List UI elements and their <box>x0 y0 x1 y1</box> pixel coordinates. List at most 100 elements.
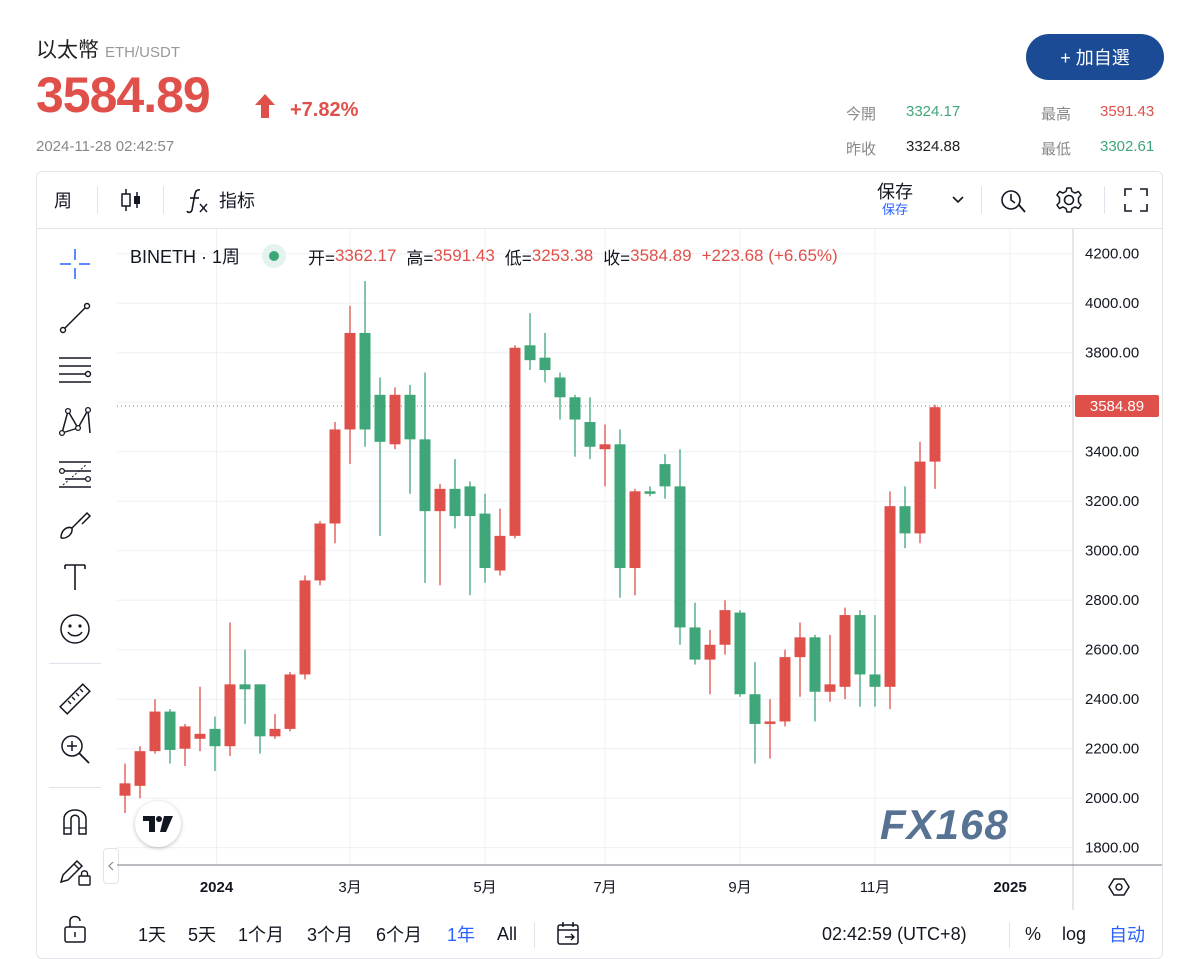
candle[interactable] <box>539 332 551 383</box>
candle[interactable] <box>299 575 311 680</box>
range-button-4[interactable]: 6个月 <box>376 925 423 945</box>
range-button-1[interactable]: 5天 <box>188 925 217 945</box>
zoom-in-tool[interactable] <box>55 729 95 769</box>
candle[interactable] <box>269 714 281 739</box>
candle[interactable] <box>449 459 461 529</box>
tradingview-logo[interactable] <box>135 801 181 847</box>
candle[interactable] <box>464 481 476 596</box>
percent-scale-toggle[interactable]: % <box>1025 923 1042 944</box>
candle[interactable] <box>494 508 506 576</box>
candle[interactable] <box>164 709 176 764</box>
candle[interactable] <box>254 684 266 754</box>
candle[interactable] <box>344 305 356 465</box>
candle[interactable] <box>179 723 191 767</box>
candle[interactable] <box>839 607 851 700</box>
candle[interactable] <box>734 610 746 697</box>
candle[interactable] <box>149 699 161 754</box>
zoom-in-icon <box>61 735 90 764</box>
interval-selector[interactable]: 周 <box>54 191 72 211</box>
range-button-5[interactable]: 1年 <box>447 925 476 945</box>
candle[interactable] <box>209 716 221 771</box>
date-range-button[interactable] <box>555 910 583 958</box>
candle[interactable] <box>359 280 371 447</box>
range-button-3[interactable]: 3个月 <box>307 925 354 945</box>
fullscreen-button[interactable] <box>1123 172 1149 228</box>
text-tool[interactable] <box>55 557 95 597</box>
candle[interactable] <box>629 488 641 596</box>
candle-body <box>449 488 461 517</box>
candlestick-chart[interactable]: 4200.004000.003800.003600.003400.003200.… <box>117 229 1162 910</box>
auto-scale-toggle[interactable]: 自动 <box>1109 925 1145 945</box>
candle[interactable] <box>329 422 341 544</box>
save-button[interactable]: 保存 保存 <box>877 172 913 228</box>
candle[interactable] <box>914 441 926 544</box>
candle[interactable] <box>224 622 236 757</box>
sidebar-collapse-handle[interactable] <box>103 848 119 884</box>
candle[interactable] <box>419 372 431 583</box>
candle[interactable] <box>404 384 416 494</box>
candle[interactable] <box>749 662 761 764</box>
candle[interactable] <box>899 486 911 549</box>
candle[interactable] <box>674 449 686 645</box>
market-status-dot[interactable] <box>262 244 287 268</box>
candle[interactable] <box>119 763 131 814</box>
measure-tool[interactable] <box>55 679 95 719</box>
alert-button[interactable] <box>999 172 1027 228</box>
candle[interactable] <box>569 394 581 457</box>
candle[interactable] <box>794 622 806 697</box>
log-scale-toggle[interactable]: log <box>1062 923 1087 944</box>
candle[interactable] <box>584 397 596 460</box>
candle[interactable] <box>374 377 386 536</box>
settings-button[interactable] <box>1054 172 1084 228</box>
candle[interactable] <box>509 345 521 539</box>
candlestick-icon <box>121 189 140 211</box>
candle[interactable] <box>614 429 626 598</box>
candle[interactable] <box>719 600 731 655</box>
lock-drawing-tool[interactable] <box>55 851 95 891</box>
candle[interactable] <box>284 671 296 732</box>
candle[interactable] <box>824 634 836 702</box>
pattern-tool[interactable] <box>55 401 95 441</box>
candle[interactable] <box>809 634 821 722</box>
candle[interactable] <box>659 454 671 499</box>
emoji-tool[interactable] <box>55 609 95 649</box>
crosshair-tool[interactable] <box>55 244 95 284</box>
candle[interactable] <box>524 313 536 371</box>
trend-line-tool[interactable] <box>55 298 95 338</box>
candle[interactable] <box>689 602 701 665</box>
candle[interactable] <box>869 615 881 707</box>
candle-body <box>149 711 161 752</box>
save-dropdown[interactable] <box>951 172 965 228</box>
candle[interactable] <box>599 424 611 487</box>
candle[interactable] <box>194 686 206 752</box>
add-to-watchlist-button[interactable]: + 加自選 <box>1026 34 1164 80</box>
brush-tool[interactable] <box>55 505 95 545</box>
candle[interactable] <box>479 493 491 583</box>
axis-settings-icon[interactable] <box>1108 878 1130 896</box>
price-timestamp: 2024-11-28 02:42:57 <box>36 138 175 155</box>
range-button-2[interactable]: 1个月 <box>238 925 285 945</box>
candle[interactable] <box>764 699 776 759</box>
indicators-button[interactable]: 指标 <box>185 172 255 228</box>
candle[interactable] <box>779 649 791 727</box>
candle[interactable] <box>554 372 566 420</box>
range-button-6[interactable]: All <box>497 923 518 944</box>
lock-all-tool[interactable] <box>55 909 95 949</box>
candle[interactable] <box>434 483 446 586</box>
candle[interactable] <box>704 629 716 695</box>
magnet-tool[interactable] <box>55 801 95 841</box>
candle[interactable] <box>929 404 941 489</box>
fib-tool[interactable] <box>55 453 95 493</box>
candle[interactable] <box>134 746 146 799</box>
candle[interactable] <box>389 387 401 450</box>
horizontal-lines-tool[interactable] <box>55 349 95 389</box>
chevron-down-icon <box>952 196 964 204</box>
candle[interactable] <box>314 521 326 586</box>
candle-type-button[interactable] <box>119 172 143 228</box>
range-button-0[interactable]: 1天 <box>138 925 167 945</box>
candle[interactable] <box>644 486 656 497</box>
time-zone-display[interactable]: 02:42:59 (UTC+8) <box>822 923 967 944</box>
candle[interactable] <box>884 491 896 710</box>
candle[interactable] <box>239 649 251 724</box>
candle[interactable] <box>854 610 866 707</box>
